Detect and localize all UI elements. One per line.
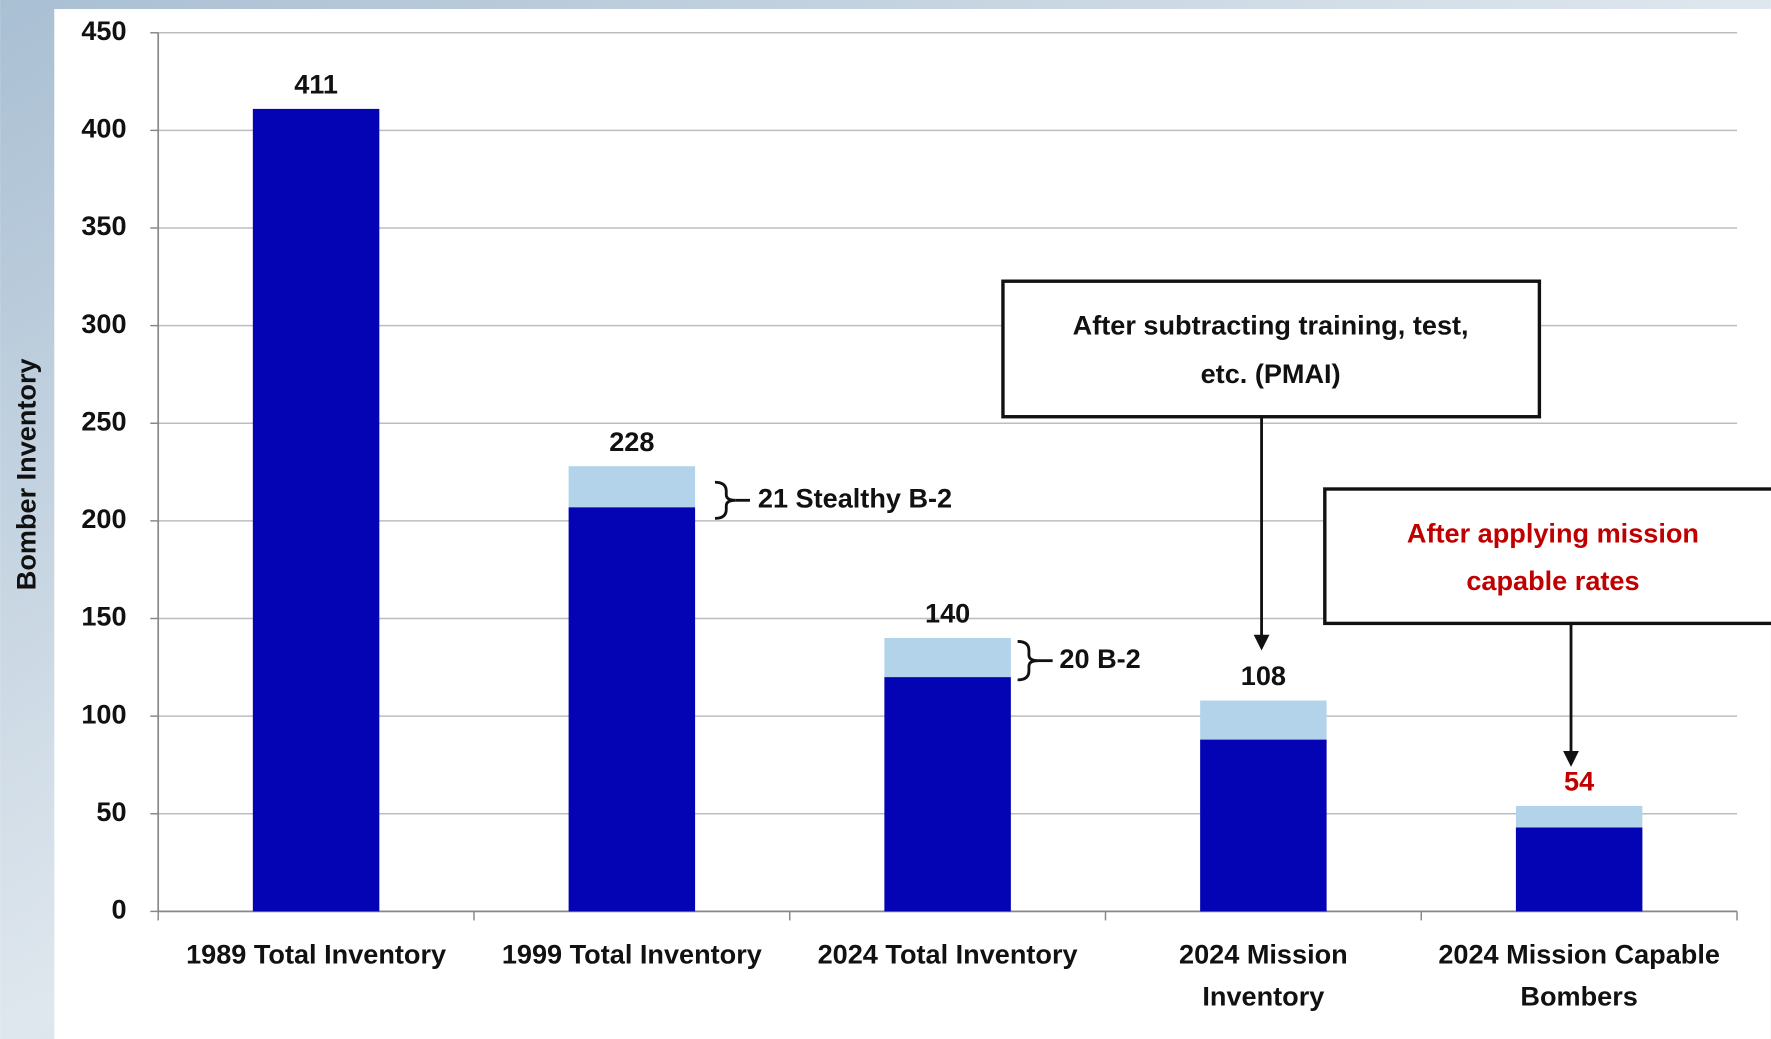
annotation-line: capable rates (1466, 565, 1639, 596)
total-label: 140 (925, 598, 970, 629)
annotation: 20 B-2 (1059, 643, 1140, 674)
y-tick-label: 0 (112, 894, 127, 925)
bar-segment (1200, 700, 1327, 740)
annotation-box (1323, 487, 1771, 626)
bars (252, 108, 1643, 912)
y-axis-title: Bomber Inventory (10, 358, 41, 590)
annotation: 21 Stealthy B-2 (758, 482, 952, 513)
x-tick-label: 2024 Mission Capable (1438, 939, 1720, 970)
bar-segment (1515, 805, 1643, 828)
bar-segment (252, 108, 380, 912)
total-label: 108 (1241, 660, 1286, 691)
bar-segment (568, 507, 696, 912)
total-label: 411 (294, 68, 338, 99)
annotation-box (1001, 279, 1542, 419)
y-tick-label: 150 (81, 601, 126, 632)
annotation-line: etc. (PMAI) (1201, 358, 1341, 389)
bar-segment (884, 677, 1011, 912)
y-tick-label: 200 (81, 503, 126, 534)
total-label: 54 (1564, 766, 1594, 797)
bar-segment (1515, 827, 1643, 912)
x-tick-label: 2024 Mission (1179, 939, 1348, 970)
total-label: 228 (609, 426, 654, 457)
annotation-line: After subtracting training, test, (1073, 310, 1469, 341)
bar-segment (568, 466, 696, 508)
y-tick-label: 300 (81, 308, 126, 339)
y-tick-label: 450 (81, 15, 126, 46)
bar-segment (884, 638, 1011, 678)
x-tick-label: Inventory (1202, 980, 1324, 1011)
y-tick-label: 250 (81, 405, 126, 436)
x-tick-label: Bombers (1520, 980, 1637, 1011)
y-tick-label: 400 (81, 113, 126, 144)
arrow-head (1563, 751, 1579, 767)
bar-segment (1200, 739, 1327, 912)
x-tick-label: 2024 Total Inventory (818, 939, 1078, 970)
bracket (1017, 640, 1039, 682)
arrow-head (1253, 634, 1270, 651)
x-tick-label: 1989 Total Inventory (186, 939, 446, 970)
y-tick-label: 100 (81, 698, 126, 729)
y-tick-label: 350 (81, 210, 126, 241)
annotation-line: After applying mission (1407, 517, 1699, 548)
y-tick-label: 50 (96, 796, 126, 827)
labels: 0 50 100 150 200 250 300 350 400 450 411 1989 Total… (81, 15, 1720, 1012)
x-tick-label: 1999 Total Inventory (502, 939, 762, 970)
